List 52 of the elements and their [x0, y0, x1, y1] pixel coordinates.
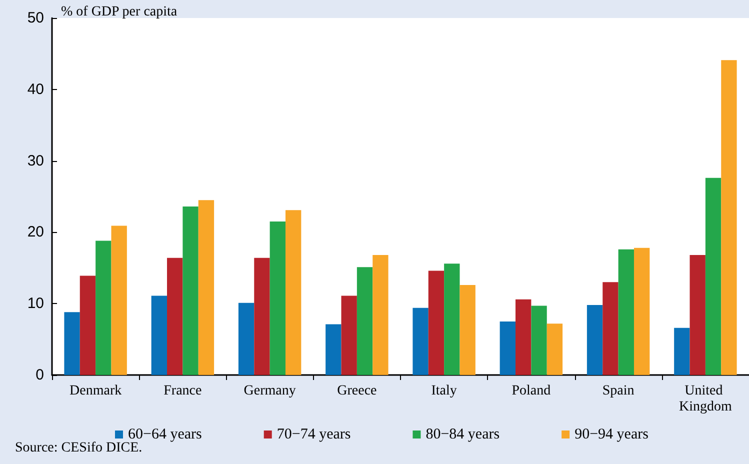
x-tick-label: United Kingdom [678, 384, 732, 414]
bar [586, 305, 603, 375]
bar [412, 308, 428, 375]
bar [356, 267, 373, 375]
y-tick-label: 10 [27, 295, 44, 312]
bar [64, 312, 80, 375]
bar [444, 264, 460, 375]
legend-label: 80−84 years [426, 426, 500, 442]
bar [531, 306, 547, 375]
x-tick-label: Italy [431, 384, 457, 398]
x-tick-label: Denmark [70, 384, 122, 398]
bar [341, 296, 357, 375]
y-tick-label: 50 [27, 10, 44, 26]
bar [372, 255, 388, 375]
bar [198, 200, 214, 375]
legend-label: 90−94 years [574, 426, 649, 442]
legend-label: 60−64 years [128, 426, 202, 442]
bar [238, 302, 254, 375]
bar [254, 258, 270, 375]
x-tick-label: France [164, 384, 202, 398]
bar [634, 248, 650, 375]
legend-label: 70−74 years [276, 426, 351, 442]
x-tick-label: Poland [512, 384, 551, 398]
bar [428, 270, 444, 375]
source-note: Source: CESifo DICE. [15, 440, 142, 456]
bar [602, 282, 618, 375]
bar [167, 258, 183, 375]
y-tick-label: 40 [27, 80, 44, 98]
bar [690, 255, 706, 375]
bar [721, 60, 737, 375]
x-tick-label: Spain [602, 384, 634, 398]
bar [500, 321, 516, 375]
bar [674, 328, 690, 375]
y-tick-label: 0 [36, 366, 44, 384]
bar [460, 285, 476, 375]
bar [270, 221, 286, 375]
bar [182, 206, 198, 375]
y-axis-title: % of GDP per capita [61, 4, 178, 20]
bar [326, 324, 342, 375]
y-tick-label: 30 [27, 152, 44, 170]
bar [705, 178, 722, 375]
bar [618, 249, 634, 375]
bar [80, 276, 96, 375]
bar [516, 299, 532, 375]
bar [96, 240, 112, 375]
bar [285, 210, 302, 375]
bar [151, 296, 168, 375]
x-tick-label: Germany [244, 384, 296, 398]
bar [546, 324, 563, 375]
y-tick-label: 20 [27, 224, 44, 241]
x-tick-label: Greece [337, 384, 377, 398]
bar [111, 226, 127, 375]
